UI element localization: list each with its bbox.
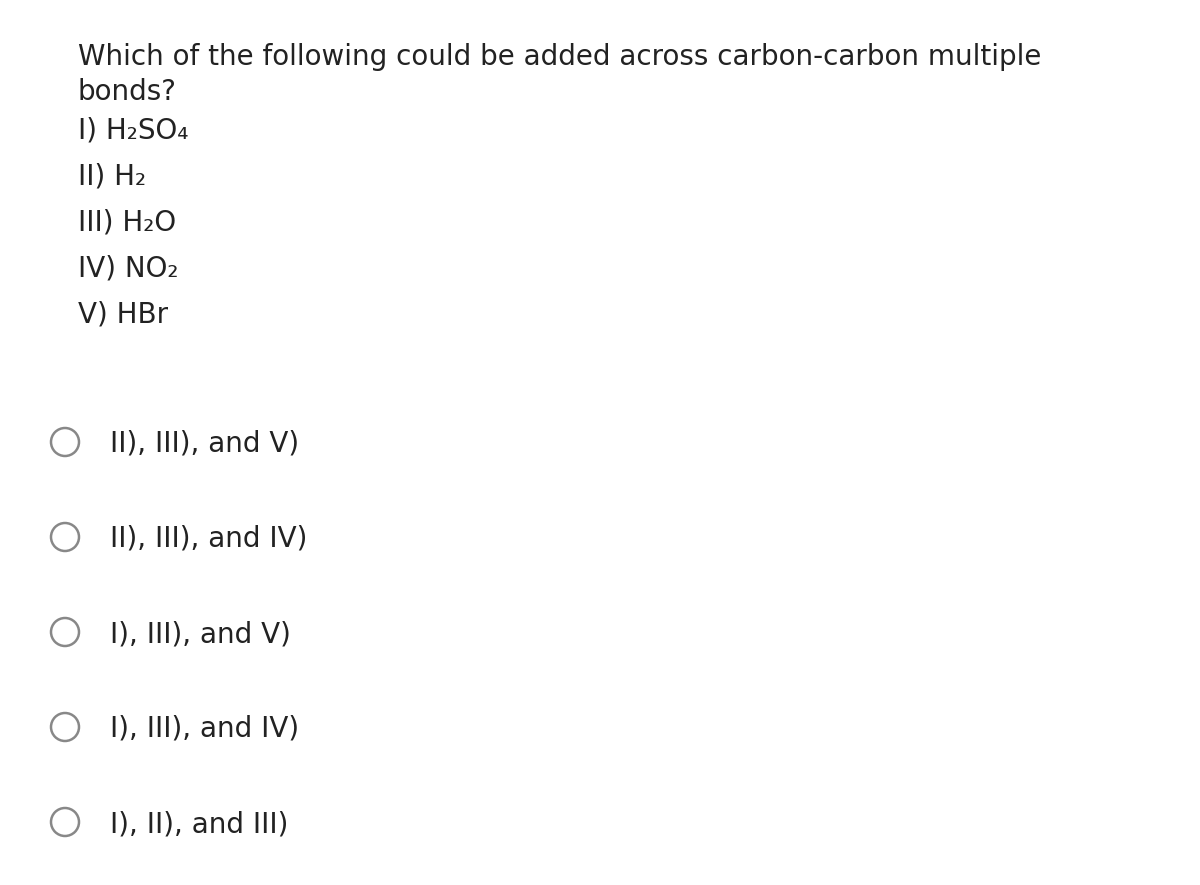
Text: I), II), and III): I), II), and III) <box>110 810 288 838</box>
Text: bonds?: bonds? <box>78 78 178 106</box>
Text: III) H₂O: III) H₂O <box>78 208 176 236</box>
Text: Which of the following could be added across carbon-carbon multiple: Which of the following could be added ac… <box>78 43 1042 71</box>
Text: V) HBr: V) HBr <box>78 300 168 328</box>
Text: I) H₂SO₄: I) H₂SO₄ <box>78 116 188 144</box>
Text: II) H₂: II) H₂ <box>78 162 146 190</box>
Text: IV) NO₂: IV) NO₂ <box>78 254 179 282</box>
Text: I), III), and IV): I), III), and IV) <box>110 715 299 743</box>
Text: II), III), and V): II), III), and V) <box>110 430 299 458</box>
Text: I), III), and V): I), III), and V) <box>110 620 290 648</box>
Text: II), III), and IV): II), III), and IV) <box>110 525 307 553</box>
